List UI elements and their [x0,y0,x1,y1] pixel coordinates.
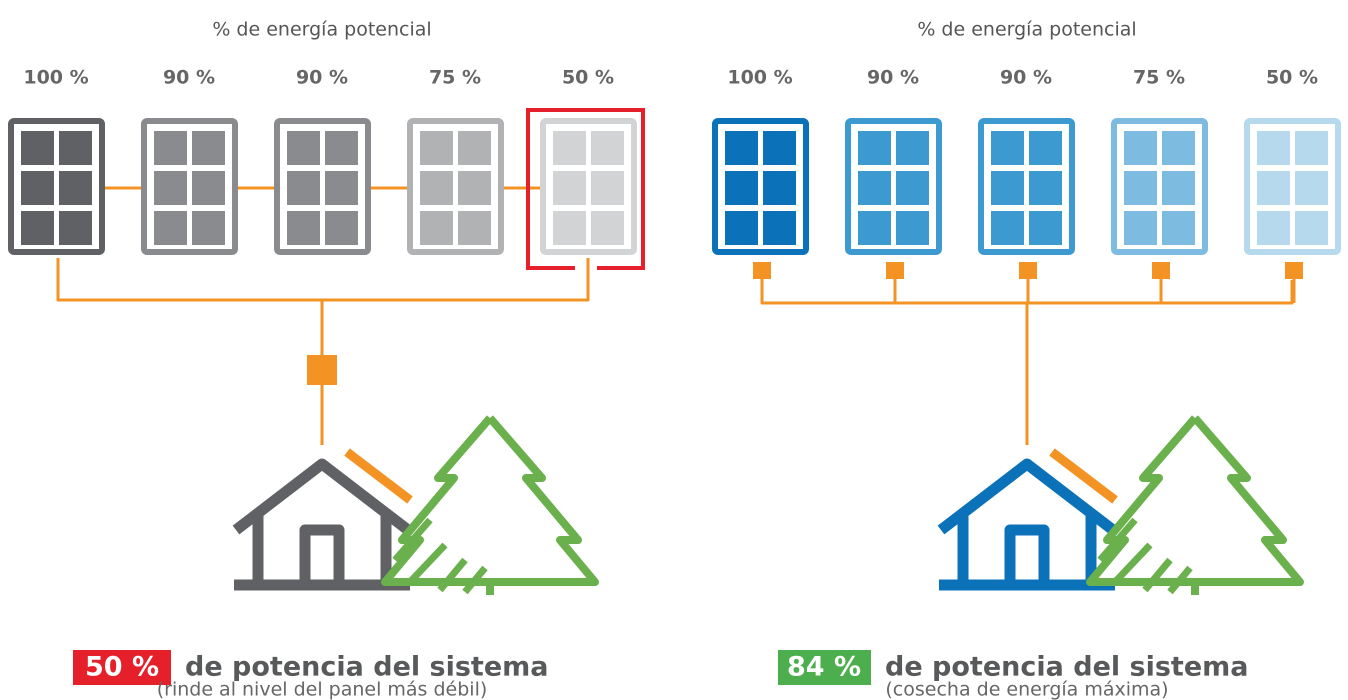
panel-cell [287,211,320,245]
panel-cell [725,171,758,205]
panel-cell [858,131,891,165]
panel-label: 75 % [429,67,481,89]
panel-cell [1257,131,1290,165]
panel-cell [21,171,54,205]
panel-cell [21,131,54,165]
panel-cell [591,131,624,165]
panel-cell [325,171,358,205]
caption: (rinde al nivel del panel más débil) [157,679,488,700]
panel-cell [553,131,586,165]
diagram: % de energía potencial 50 % de potencia … [0,0,1348,700]
panel-cell [991,211,1024,245]
panel-cell [1124,211,1157,245]
heading: % de energía potencial [917,19,1136,41]
line [1010,530,1044,585]
caption: (cosecha de energía máxima) [885,679,1168,700]
panel-cell [991,131,1024,165]
panel-cell [1124,131,1157,165]
panel-cell [458,131,491,165]
panel-cell [763,211,796,245]
line [58,258,588,300]
panel-cell [1257,211,1290,245]
panel-label: 100 % [727,67,792,89]
panel-cell [287,171,320,205]
optimizer [753,262,771,279]
panel-cell [858,211,891,245]
panel-cell [458,211,491,245]
panel-label: 90 % [1000,67,1052,89]
panel-cell [1162,171,1195,205]
panel-cell [1029,171,1062,205]
panel-label: 90 % [296,67,348,89]
panel-cell [896,171,929,205]
panel-cell [21,211,54,245]
panel-cell [725,211,758,245]
badge: 50 % [85,652,159,683]
panel-cell [154,171,187,205]
panel-cell [154,211,187,245]
panel-cell [896,211,929,245]
heading: % de energía potencial [212,19,431,41]
panel-cell [1124,171,1157,205]
panel-cell [553,171,586,205]
panel-cell [1295,171,1328,205]
panel-label: 100 % [23,67,88,89]
optimizer [1019,262,1037,279]
panel-label: 90 % [867,67,919,89]
panel-cell [553,211,586,245]
panel-cell [725,131,758,165]
panel-cell [59,131,92,165]
optimizer [307,355,337,385]
panel-cell [287,131,320,165]
panel-cell [1295,211,1328,245]
panel-cell [1162,211,1195,245]
panel-cell [192,131,225,165]
panel-cell [192,211,225,245]
panel-cell [1295,131,1328,165]
left-system: % de energía potencial 50 % de potencia … [11,19,643,700]
optimizer [886,262,904,279]
panel-cell [458,171,491,205]
panel-cell [325,131,358,165]
panel-cell [896,131,929,165]
right-system: % de energía potencial 84 % de potencia … [715,19,1338,700]
panel-cell [858,171,891,205]
panel-cell [1029,211,1062,245]
panel-label: 90 % [163,67,215,89]
panel-label: 50 % [1266,67,1318,89]
panel-cell [420,171,453,205]
panel-cell [591,211,624,245]
panel-cell [59,171,92,205]
panel-cell [591,171,624,205]
panel-cell [1257,171,1290,205]
panel-cell [59,211,92,245]
panel-cell [763,171,796,205]
panel-cell [325,211,358,245]
panel-cell [1029,131,1062,165]
panel-cell [420,211,453,245]
optimizer [1152,262,1170,279]
panel-label: 75 % [1133,67,1185,89]
panel-cell [763,131,796,165]
panel-label: 50 % [562,67,614,89]
panel-cell [154,131,187,165]
panel-cell [991,171,1024,205]
panel-cell [420,131,453,165]
optimizer [1285,262,1303,279]
panel-cell [1162,131,1195,165]
panel-cell [192,171,225,205]
line [305,530,339,585]
badge: 84 % [787,652,861,683]
